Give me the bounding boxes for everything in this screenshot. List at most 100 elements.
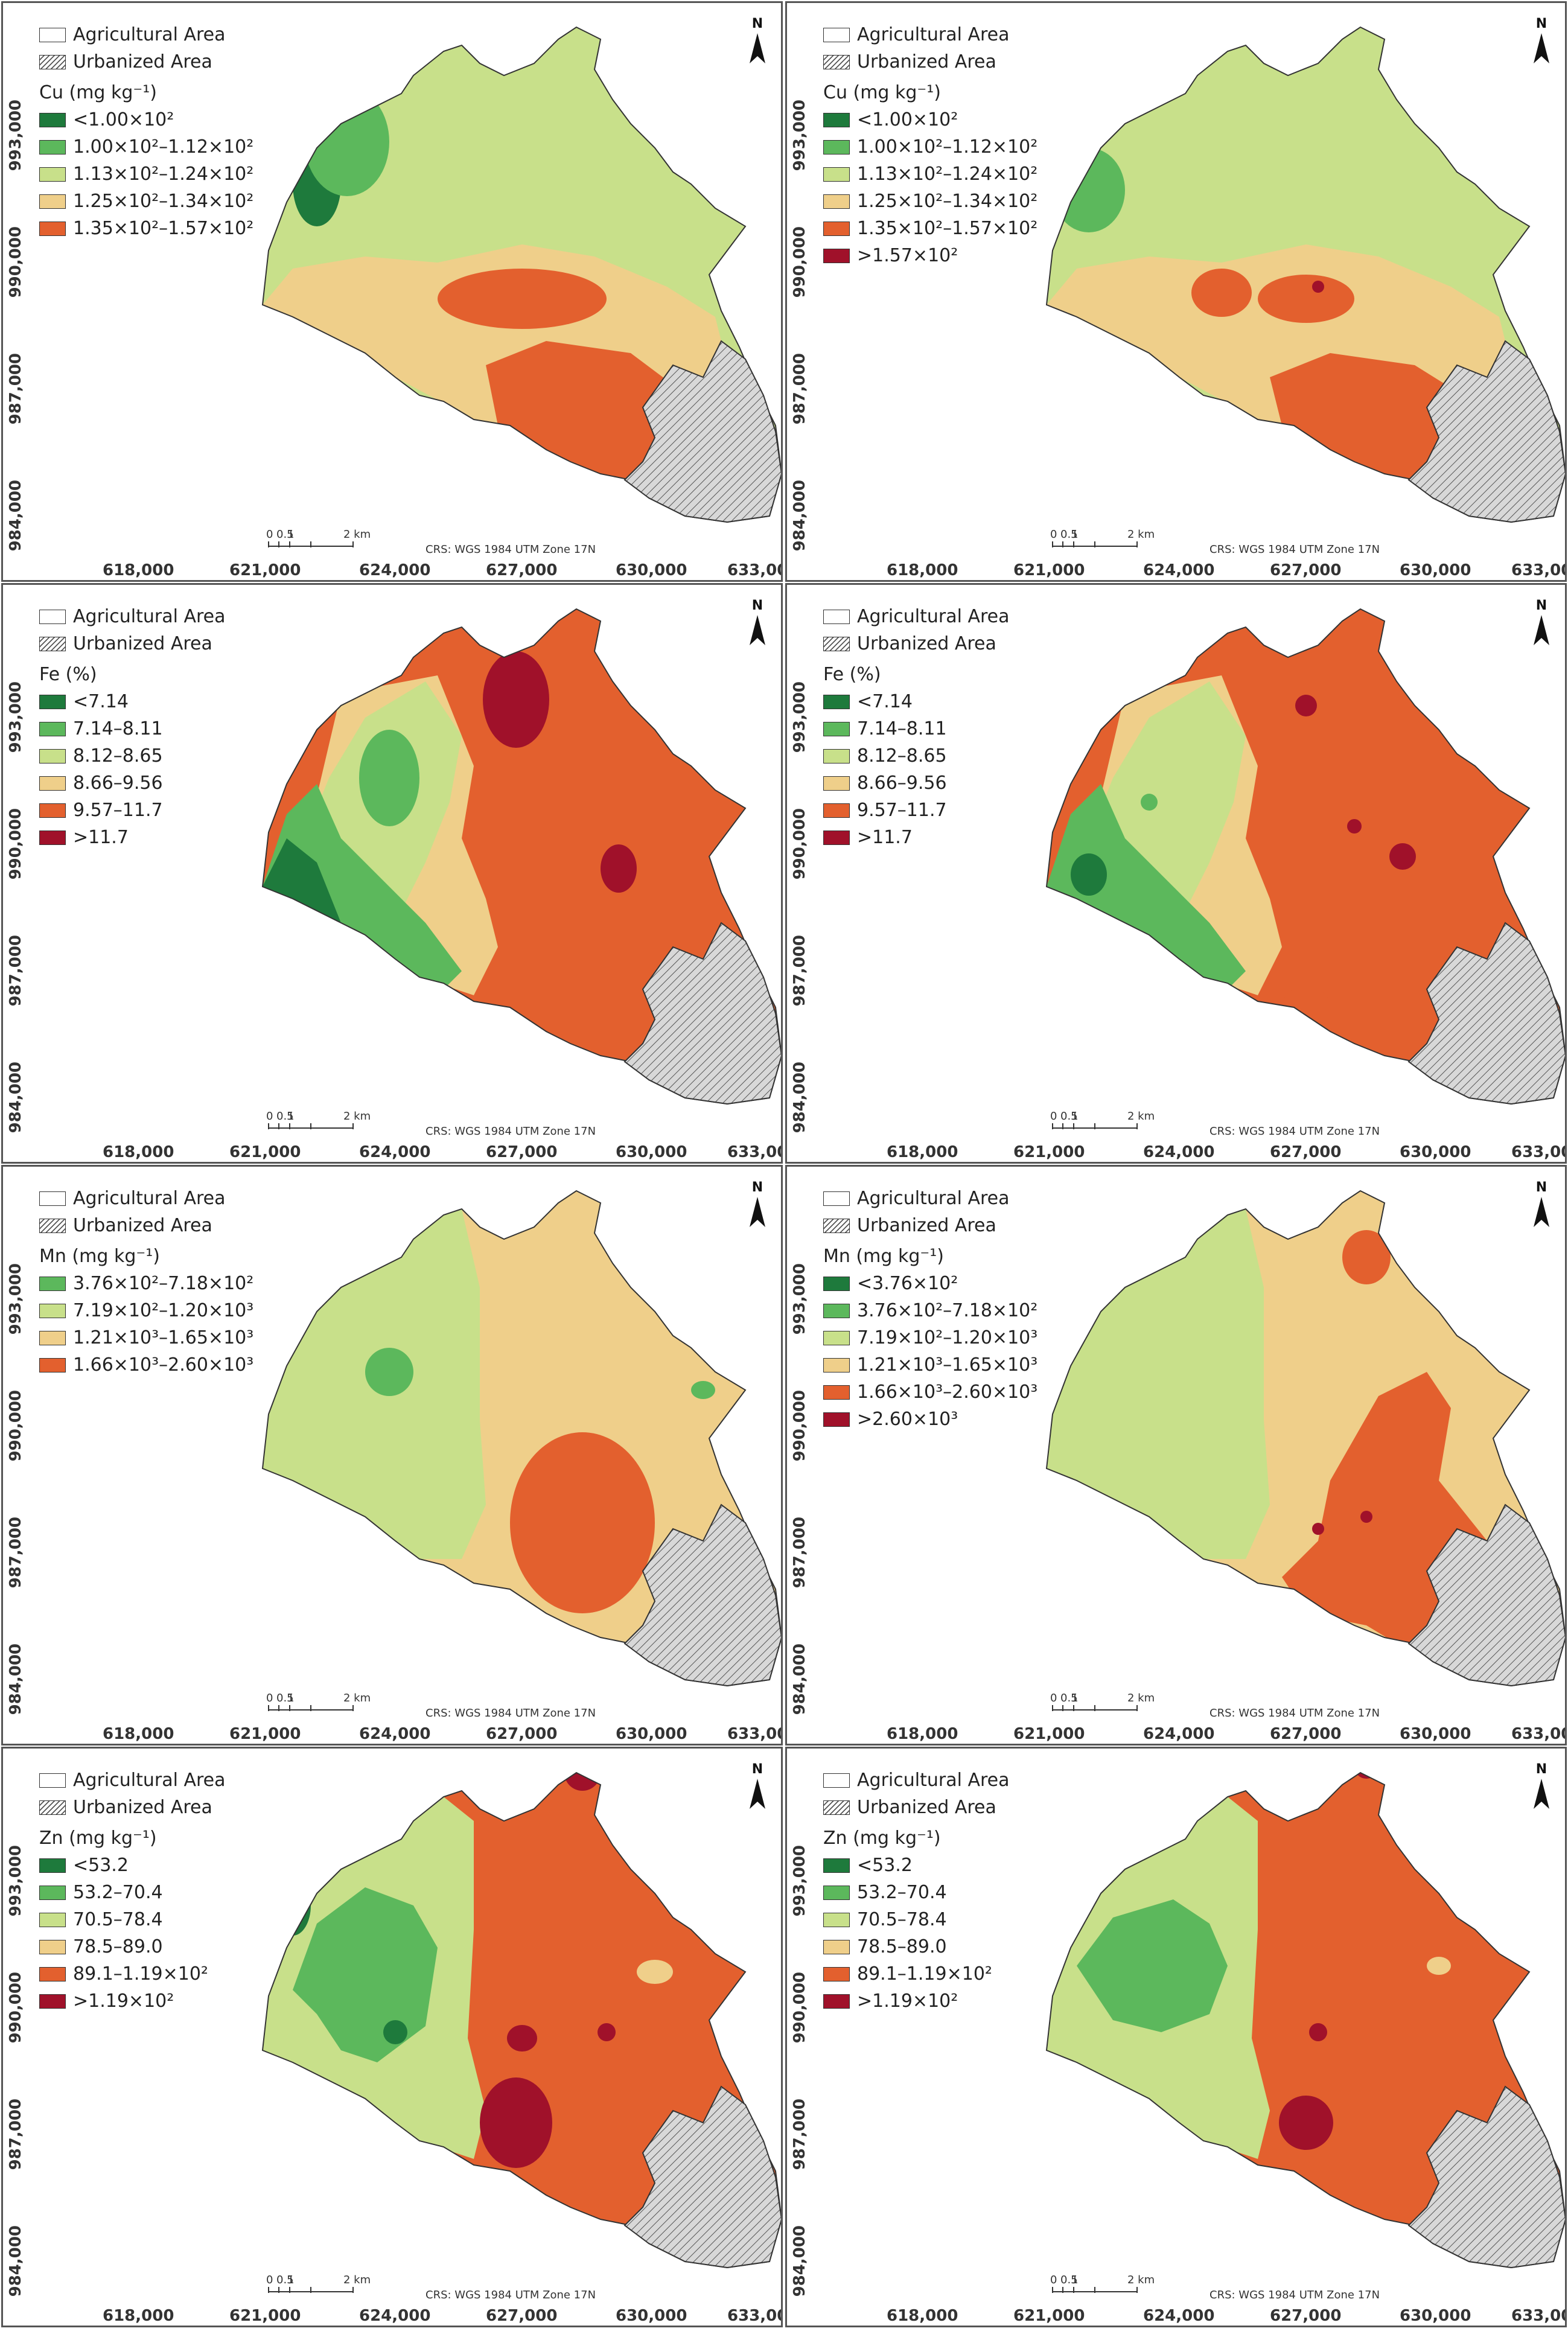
legend-class: 8.12–8.65: [39, 742, 225, 770]
legend-label: 1.25×10²–1.34×10²: [857, 191, 1038, 212]
y-tick-label: 984,000: [791, 2225, 809, 2297]
map-panel: Agricultural Area Urbanized Area Zn (mg kg…: [1, 1747, 783, 2327]
scale-label: 2 km: [343, 528, 371, 541]
legend-urbanized-area: Urbanized Area: [39, 1212, 253, 1239]
legend-label: >11.7: [857, 827, 913, 848]
y-tick-label: 987,000: [791, 2099, 809, 2170]
scale-label: 0: [1050, 2274, 1057, 2286]
legend-label: 1.13×10²–1.24×10²: [857, 164, 1038, 185]
legend-swatch: [823, 1357, 850, 1373]
y-tick-label: 990,000: [7, 808, 25, 880]
scale-label: 1: [1071, 1110, 1079, 1123]
x-tick-label: 627,000: [486, 561, 558, 579]
legend-class: 1.00×10²–1.12×10²: [823, 133, 1037, 161]
map-legend: Agricultural Area Urbanized Area Zn (mg kg…: [39, 1767, 225, 2015]
x-tick-label: 627,000: [1270, 1725, 1342, 1743]
legend-label: 1.66×10³–2.60×10³: [73, 1354, 254, 1376]
legend-swatch: [823, 54, 850, 69]
concentration-zone-orange: [1191, 269, 1252, 317]
x-tick-label: 630,000: [616, 2307, 687, 2325]
legend-class: >11.7: [39, 824, 225, 851]
legend-label: Urbanized Area: [73, 1797, 212, 1818]
concentration-zone-light-green: [1047, 1209, 1270, 1559]
legend-label: 1.00×10²–1.12×10²: [857, 136, 1038, 158]
legend-label: 78.5–89.0: [73, 1936, 163, 1957]
y-tick-label: 984,000: [7, 480, 25, 552]
legend-swatch: [39, 112, 66, 127]
concentration-zone-dark-red: [598, 2023, 616, 2041]
legend-label: 89.1–1.19×10²: [73, 1963, 208, 1985]
x-tick-label: 621,000: [1013, 2307, 1085, 2325]
legend-label: 1.25×10²–1.34×10²: [73, 191, 254, 212]
legend-label: Agricultural Area: [857, 1188, 1010, 1209]
legend-swatch: [823, 1330, 850, 1345]
legend-label: Urbanized Area: [857, 1215, 996, 1236]
y-tick-label: 990,000: [791, 226, 809, 298]
legend-swatch: [823, 1939, 850, 1954]
legend-swatch: [823, 721, 850, 736]
concentration-zone-dark-red: [1312, 281, 1324, 293]
legend-swatch: [39, 776, 66, 791]
scale-label: 0.5: [276, 1692, 294, 1704]
scale-label: 0.5: [1060, 2274, 1078, 2286]
agricultural-area-boundary: [1045, 1771, 1565, 2269]
legend-label: 89.1–1.19×10²: [857, 1963, 992, 1985]
legend-label: Urbanized Area: [857, 633, 996, 654]
scale-label: 0.5: [276, 528, 294, 541]
x-tick-label: 627,000: [486, 1143, 558, 1161]
urbanized-area: [623, 922, 781, 1105]
north-label: N: [1535, 598, 1547, 613]
urbanized-area: [623, 340, 781, 523]
legend-class: 1.66×10³–2.60×10³: [39, 1351, 253, 1379]
legend-swatch: [823, 139, 850, 155]
interpolation-map: [261, 1771, 781, 2293]
north-arrow-icon: [750, 1197, 765, 1227]
scale-label: 1: [287, 1110, 295, 1123]
concentration-zone-dark-red: [1279, 2096, 1333, 2150]
x-tick-label: 618,000: [887, 561, 958, 579]
interpolation-map: [261, 1190, 781, 1711]
legend-agricultural-area: Agricultural Area: [823, 1767, 1009, 1794]
legend-class: 1.25×10²–1.34×10²: [823, 188, 1037, 215]
legend-title: Fe (%): [39, 664, 97, 685]
north-arrow-icon: [750, 1779, 765, 1809]
legend-swatch: [39, 1858, 66, 1873]
legend-swatch: [39, 1939, 66, 1954]
legend-class: 9.57–11.7: [823, 797, 1009, 824]
x-tick-label: 624,000: [1143, 1143, 1215, 1161]
legend-urbanized-area: Urbanized Area: [823, 630, 1009, 657]
legend-label: 70.5–78.4: [73, 1909, 163, 1930]
legend-class: 70.5–78.4: [823, 1906, 1009, 1933]
legend-urbanized-area: Urbanized Area: [39, 1794, 225, 1821]
concentration-zone-green: [1053, 148, 1125, 232]
x-tick-label: 627,000: [486, 2307, 558, 2325]
scale-label: 2 km: [343, 1692, 371, 1704]
concentration-zone-dark-red: [507, 2025, 537, 2052]
x-tick-label: 633,000: [727, 561, 781, 579]
legend-swatch: [823, 1912, 850, 1927]
map-legend: Agricultural Area Urbanized Area Mn (mg kg…: [823, 1185, 1037, 1433]
legend-class: 78.5–89.0: [823, 1933, 1009, 1960]
legend-swatch: [39, 694, 66, 709]
map-legend: Agricultural Area Urbanized Area Fe (%) <7.…: [823, 603, 1009, 851]
x-tick-label: 621,000: [1013, 1143, 1085, 1161]
north-label: N: [1535, 1180, 1547, 1195]
legend-agricultural-area: Agricultural Area: [39, 21, 253, 48]
legend-label: >1.57×10²: [857, 245, 958, 266]
interpolation-map: [1045, 1190, 1565, 1711]
y-tick-label: 984,000: [7, 1644, 25, 1715]
scale-label: 2 km: [1127, 2274, 1155, 2286]
legend-label: Urbanized Area: [73, 1215, 212, 1236]
x-tick-label: 621,000: [229, 1725, 301, 1743]
concentration-zone-dark-red: [564, 1773, 601, 1791]
scale-label: 2 km: [343, 1110, 371, 1123]
x-tick-label: 633,000: [727, 1143, 781, 1161]
scale-label: 0: [1050, 528, 1057, 541]
legend-label: Agricultural Area: [857, 24, 1010, 45]
y-tick-label: 987,000: [791, 935, 809, 1007]
legend-urbanized-area: Urbanized Area: [39, 630, 225, 657]
concentration-zone-green: [359, 730, 419, 826]
concentration-zone-green: [691, 1381, 715, 1399]
legend-class: >2.60×10³: [823, 1406, 1037, 1433]
x-tick-label: 633,000: [1511, 561, 1565, 579]
